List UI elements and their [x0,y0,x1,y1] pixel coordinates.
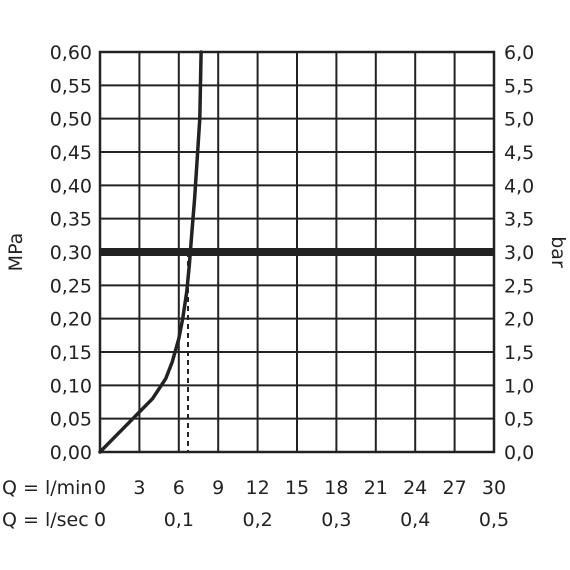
right-tick-label: 0,5 [504,409,534,431]
x-tick-label-lmin: 18 [324,477,348,499]
left-tick-label: 0,15 [50,342,92,364]
left-tick-label: 0,35 [50,209,92,231]
tick-labels: 0,000,050,100,150,200,250,300,350,400,45… [50,42,535,531]
right-tick-label: 2,5 [504,275,534,297]
x-tick-label-lmin: 24 [403,477,427,499]
right-tick-label: 3,5 [504,209,534,231]
left-tick-label: 0,30 [50,242,92,264]
x-tick-label-lmin: 6 [173,477,185,499]
x-tick-label-lmin: 9 [212,477,224,499]
right-tick-label: 2,0 [504,309,534,331]
right-tick-label: 3,0 [504,242,534,264]
x-tick-label-lmin: 0 [94,477,106,499]
left-tick-label: 0,60 [50,42,92,64]
right-tick-label: 4,0 [504,175,534,197]
right-tick-label: 6,0 [504,42,534,64]
x-tick-label-lmin: 3 [133,477,145,499]
x-tick-label-lsec: 0,4 [400,509,430,531]
right-axis-label: bar [547,236,569,268]
right-tick-label: 5,0 [504,109,534,131]
right-tick-label: 1,0 [504,375,534,397]
right-tick-label: 0,0 [504,442,534,464]
left-tick-label: 0,55 [50,75,92,97]
x-tick-label-lmin: 27 [443,477,467,499]
x-tick-label-lmin: 15 [285,477,309,499]
x-tick-label-lsec: 0,5 [479,509,509,531]
left-tick-label: 0,40 [50,175,92,197]
x-tick-label-lmin: 21 [364,477,388,499]
left-tick-label: 0,20 [50,309,92,331]
right-tick-label: 4,5 [504,142,534,164]
x-tick-label-lmin: 30 [482,477,506,499]
right-tick-label: 5,5 [504,75,534,97]
x-tick-label-lsec: 0 [94,509,106,531]
series-line [98,50,203,454]
left-tick-label: 0,50 [50,109,92,131]
x-axis-label-lsec: Q = l/sec [2,509,89,531]
left-tick-label: 0,25 [50,275,92,297]
left-tick-label: 0,05 [50,409,92,431]
right-tick-label: 1,5 [504,342,534,364]
x-tick-label-lsec: 0,2 [242,509,272,531]
left-tick-label: 0,45 [50,142,92,164]
left-tick-label: 0,00 [50,442,92,464]
x-tick-label-lsec: 0,1 [164,509,194,531]
left-axis-label: MPa [5,233,27,272]
x-axis-label-lmin: Q = l/min [2,477,92,499]
x-tick-label-lsec: 0,3 [321,509,351,531]
x-tick-label-lmin: 12 [246,477,270,499]
chart-marks [98,50,494,454]
left-tick-label: 0,10 [50,375,92,397]
